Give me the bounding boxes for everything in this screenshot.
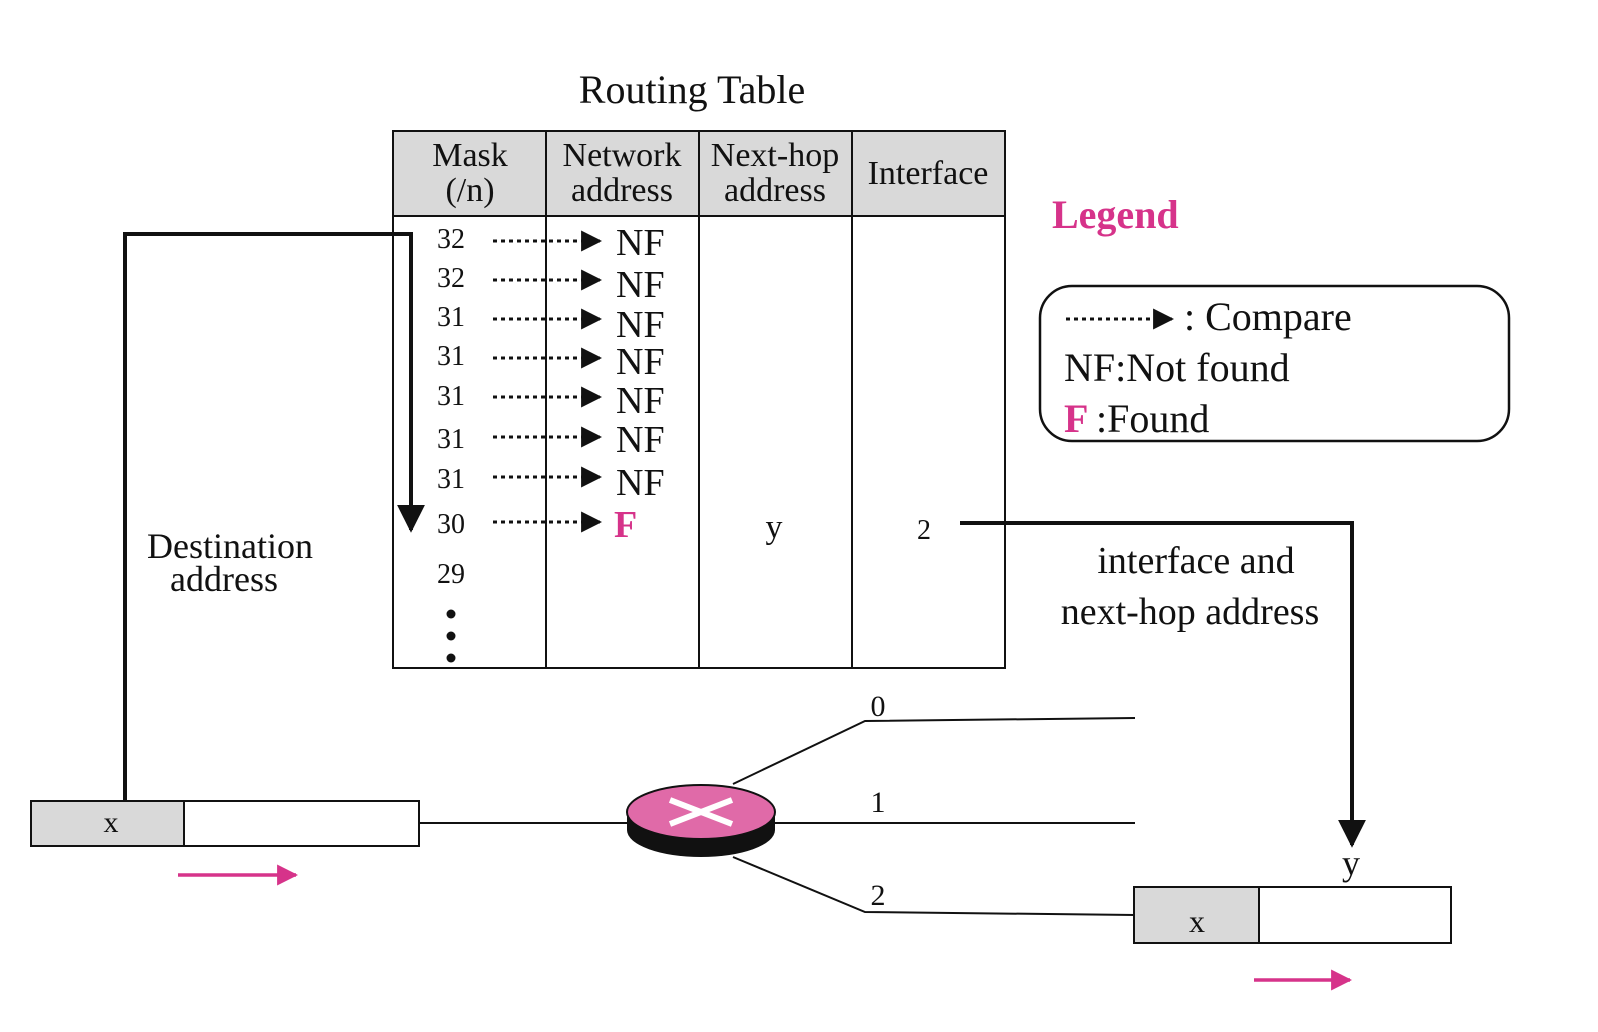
outgoing-next-hop-label: y <box>1342 843 1360 883</box>
mask-value: 29 <box>437 559 465 590</box>
mask-value: 32 <box>437 263 465 294</box>
mask-value: 31 <box>437 424 465 455</box>
header-network: Network <box>563 137 682 174</box>
packet-payload <box>183 800 420 847</box>
port-label-1: 1 <box>871 786 886 819</box>
incoming-dest-address: x <box>104 806 119 839</box>
destination-label-sub: address <box>170 559 278 599</box>
incoming-packet: x <box>30 800 420 847</box>
port-label-0: 0 <box>871 690 886 723</box>
legend-title: Legend <box>1052 192 1179 237</box>
header-network-sub: address <box>571 172 673 209</box>
destination-label: Destination <box>147 526 313 566</box>
result-not-found: NF <box>616 419 665 461</box>
link-port-0 <box>732 717 1136 785</box>
mask-value: 31 <box>437 302 465 333</box>
outgoing-packet: x <box>1133 886 1452 944</box>
result-not-found: NF <box>616 462 665 504</box>
ellipsis-dot <box>446 653 456 663</box>
legend-found-symbol: F <box>1064 396 1088 441</box>
result-arrow <box>960 521 1366 848</box>
legend-compare: : Compare <box>1184 294 1352 339</box>
legend-found: :Found <box>1096 396 1209 441</box>
result-not-found: NF <box>616 380 665 422</box>
mask-value: 31 <box>437 341 465 372</box>
mask-value: 31 <box>437 464 465 495</box>
result-label: interface and <box>1097 540 1294 582</box>
legend-not-found: NF:Not found <box>1064 345 1290 390</box>
header-mask-sub: (/n) <box>445 172 494 209</box>
interface-value: 2 <box>917 515 931 546</box>
ellipsis-dot <box>446 609 456 619</box>
link-port-2 <box>732 856 1136 916</box>
mask-value: 31 <box>437 381 465 412</box>
packet-header <box>30 800 185 847</box>
mask-value: 32 <box>437 224 465 255</box>
ellipsis-dot <box>446 631 456 641</box>
result-label-sub: next-hop address <box>1061 591 1320 633</box>
result-found: F <box>614 504 637 546</box>
result-not-found: NF <box>616 264 665 306</box>
port-label-2: 2 <box>871 879 886 912</box>
result-not-found: NF <box>616 304 665 346</box>
routing-table: Mask (/n) Network address Next-hop addre… <box>392 130 1006 669</box>
packet-payload <box>1258 886 1452 944</box>
result-not-found: NF <box>616 341 665 383</box>
result-not-found: NF <box>616 222 665 264</box>
header-nexthop: Next-hop <box>711 137 839 174</box>
router-icon <box>626 784 776 857</box>
header-nexthop-sub: address <box>724 172 826 209</box>
outgoing-dest-address: x <box>1189 903 1205 939</box>
header-mask: Mask <box>432 137 508 174</box>
header-interface: Interface <box>868 155 989 192</box>
destination-lookup-arrow <box>123 232 425 800</box>
routing-table-title: Routing Table <box>579 67 805 112</box>
packet-header <box>1133 886 1260 944</box>
next-hop-value: y <box>766 509 783 546</box>
legend-box <box>1038 284 1511 443</box>
mask-value: 30 <box>437 509 465 540</box>
